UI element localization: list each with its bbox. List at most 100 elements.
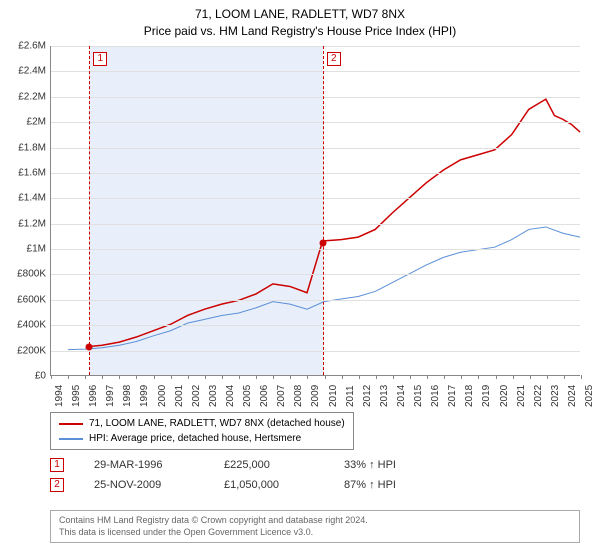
y-axis-label: £1M [6,244,46,255]
gridline [51,224,580,225]
x-tick [239,375,240,379]
marker-vline [323,46,324,375]
legend-row: HPI: Average price, detached house, Hert… [59,431,345,446]
x-axis-label: 2024 [567,385,578,407]
x-tick [154,375,155,379]
x-axis-label: 2004 [225,385,236,407]
x-tick [410,375,411,379]
gridline [51,173,580,174]
legend-label: HPI: Average price, detached house, Hert… [89,431,301,446]
sales-table: 1 29-MAR-1996 £225,000 33% ↑ HPI 2 25-NO… [50,458,396,498]
gridline [51,249,580,250]
x-axis-label: 2021 [516,385,527,407]
y-axis-label: £800K [6,269,46,280]
x-tick [102,375,103,379]
x-axis-label: 2020 [499,385,510,407]
x-tick [547,375,548,379]
sale-row: 2 25-NOV-2009 £1,050,000 87% ↑ HPI [50,478,396,492]
x-tick [461,375,462,379]
title-subtitle: Price paid vs. HM Land Registry's House … [0,23,600,40]
y-axis-label: £1.8M [6,142,46,153]
x-axis-label: 2008 [293,385,304,407]
x-tick [273,375,274,379]
x-tick [188,375,189,379]
x-tick [136,375,137,379]
chart-area: £0£200K£400K£600K£800K£1M£1.2M£1.4M£1.6M… [50,46,580,376]
x-tick [85,375,86,379]
sale-price: £225,000 [224,459,314,471]
x-tick [171,375,172,379]
x-axis-label: 2019 [481,385,492,407]
x-axis-label: 2012 [362,385,373,407]
x-tick [342,375,343,379]
x-tick [68,375,69,379]
gridline [51,71,580,72]
x-tick [496,375,497,379]
x-tick [564,375,565,379]
x-tick [325,375,326,379]
x-axis-label: 2017 [447,385,458,407]
x-tick [307,375,308,379]
legend-label: 71, LOOM LANE, RADLETT, WD7 8NX (detache… [89,416,345,431]
legend-row: 71, LOOM LANE, RADLETT, WD7 8NX (detache… [59,416,345,431]
footer-licence: This data is licensed under the Open Gov… [59,527,571,539]
legend-swatch [59,438,83,440]
x-tick [581,375,582,379]
x-axis-label: 1997 [105,385,116,407]
gridline [51,198,580,199]
y-axis-label: £2.6M [6,41,46,52]
title-address: 71, LOOM LANE, RADLETT, WD7 8NX [0,6,600,23]
gridline [51,97,580,98]
x-axis-label: 1994 [54,385,65,407]
sale-hpi: 33% ↑ HPI [344,459,396,471]
sale-marker-icon: 2 [50,478,64,492]
x-axis-label: 2025 [584,385,595,407]
sale-date: 25-NOV-2009 [94,479,194,491]
marker-vline [89,46,90,375]
x-axis-label: 2016 [430,385,441,407]
x-axis-label: 2018 [464,385,475,407]
x-axis-label: 2003 [208,385,219,407]
x-axis-label: 1995 [71,385,82,407]
sale-price: £1,050,000 [224,479,314,491]
gridline [51,46,580,47]
x-tick [119,375,120,379]
x-tick [222,375,223,379]
gridline [51,351,580,352]
y-axis-label: £1.4M [6,193,46,204]
x-axis-label: 2007 [276,385,287,407]
marker-point [319,239,326,246]
footer: Contains HM Land Registry data © Crown c… [50,510,580,543]
sale-row: 1 29-MAR-1996 £225,000 33% ↑ HPI [50,458,396,472]
x-axis-label: 2013 [379,385,390,407]
x-axis-label: 1998 [122,385,133,407]
x-axis-label: 1996 [88,385,99,407]
y-axis-label: £2.4M [6,66,46,77]
x-axis-label: 2015 [413,385,424,407]
x-axis-label: 2011 [345,385,356,407]
title-block: 71, LOOM LANE, RADLETT, WD7 8NX Price pa… [0,0,600,40]
x-axis-label: 2009 [310,385,321,407]
y-axis-label: £200K [6,345,46,356]
x-tick [359,375,360,379]
sale-marker-icon: 1 [50,458,64,472]
gridline [51,325,580,326]
x-tick [427,375,428,379]
x-axis-label: 2022 [533,385,544,407]
x-axis-label: 2000 [157,385,168,407]
x-tick [393,375,394,379]
marker-box: 2 [327,52,341,66]
footer-copyright: Contains HM Land Registry data © Crown c… [59,515,571,527]
x-axis-label: 1999 [139,385,150,407]
x-tick [478,375,479,379]
x-axis-label: 2002 [191,385,202,407]
x-tick [205,375,206,379]
x-axis-label: 2005 [242,385,253,407]
x-axis-label: 2014 [396,385,407,407]
y-axis-label: £2.2M [6,91,46,102]
sale-date: 29-MAR-1996 [94,459,194,471]
marker-point [86,344,93,351]
x-tick [290,375,291,379]
x-tick [530,375,531,379]
x-tick [444,375,445,379]
